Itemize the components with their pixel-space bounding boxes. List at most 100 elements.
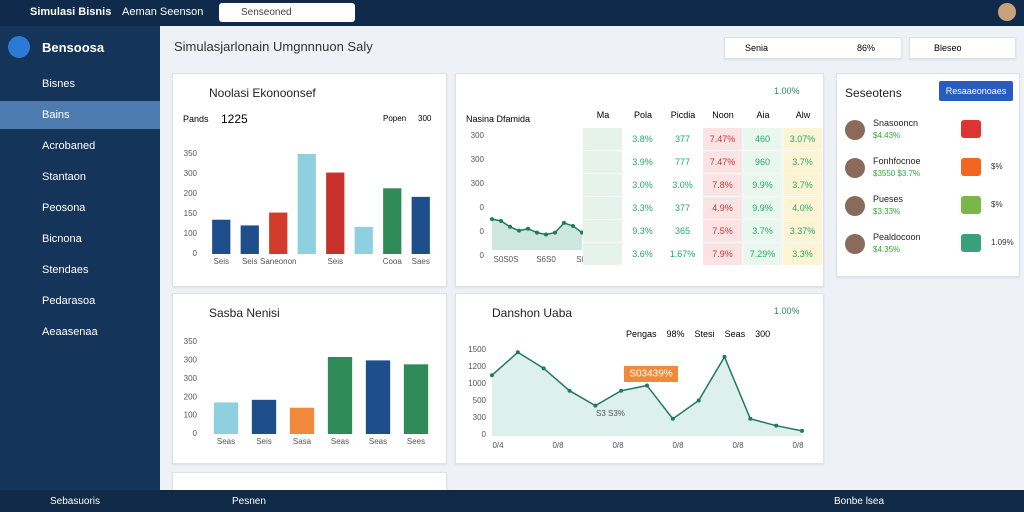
item-sub: $4.35%: [873, 245, 901, 254]
cell: 3.7%: [743, 220, 782, 242]
legend: Popen: [383, 114, 407, 123]
dropdown[interactable]: Bleseo: [909, 37, 1016, 59]
sidebar: Bensoosa Bisnes Bains Acrobaned Stantaon Peo…: [0, 26, 160, 490]
taskbar-app[interactable]: Pesnen: [232, 496, 266, 507]
legend-item: Pengas: [626, 329, 657, 339]
annotation-box: [624, 366, 678, 382]
item-name[interactable]: Fonhfocnoe: [873, 156, 921, 166]
bar: [327, 356, 353, 434]
x-label: S6S0: [536, 255, 556, 264]
item-name[interactable]: Pueses: [873, 194, 904, 204]
cell: 3.3%: [623, 197, 662, 219]
search-box[interactable]: Senseoned: [219, 3, 355, 22]
cell: 365: [663, 220, 702, 242]
x-label: S0S0S: [494, 255, 519, 264]
column-header: Noon: [712, 110, 734, 120]
cell: 1.67%: [663, 243, 702, 265]
bar: [289, 407, 315, 434]
bar: [212, 219, 231, 254]
item-icon: [961, 234, 981, 252]
x-label: Seis: [213, 257, 229, 266]
line-chart: 1500 1200 1000 500 300 0 0/4 0/8 0/8 0/8 0/8 0/8 S03…: [468, 345, 804, 450]
cell: [583, 197, 622, 219]
avatar: [845, 158, 865, 178]
y-label: 0: [480, 203, 485, 212]
menu-item[interactable]: Aeaasenaa: [42, 326, 98, 338]
area: [492, 352, 802, 436]
item-icon: [961, 120, 981, 138]
cell: 3.6%: [623, 243, 662, 265]
y-label: 500: [473, 396, 487, 405]
menu-item[interactable]: Acrobaned: [42, 140, 96, 152]
bar: [365, 360, 391, 434]
menu-item[interactable]: Stantaon: [42, 171, 87, 183]
point: [571, 224, 575, 229]
button[interactable]: Resaaeonoaes: [939, 81, 1013, 101]
menu-item[interactable]: Bicnona: [42, 233, 82, 245]
point: [515, 350, 520, 355]
card-title: Nasina Dfamida: [466, 114, 531, 124]
menu-item[interactable]: Bains: [0, 101, 160, 129]
cell: 777: [663, 151, 702, 173]
x-label: S0S0: [576, 255, 586, 264]
menu-item[interactable]: Pedarasoa: [42, 295, 96, 307]
bar: [326, 172, 345, 254]
y-label: 300: [471, 179, 485, 188]
control: 86%: [857, 43, 876, 53]
x-label: 0/8: [792, 441, 804, 450]
point: [748, 416, 753, 421]
item-name[interactable]: Snasooncn: [873, 118, 919, 128]
y-label: 0: [193, 249, 198, 258]
point: [517, 228, 521, 233]
x-label: Seas: [217, 437, 235, 446]
item-icon: [961, 196, 981, 214]
card-title: Sasba Nenisi: [209, 306, 280, 320]
y-label: 100: [184, 411, 198, 420]
stat-value: 1225: [221, 112, 248, 126]
legend-item: Seas: [724, 329, 746, 339]
cell: [583, 220, 622, 242]
cell: [583, 151, 622, 173]
cell: 377: [663, 197, 702, 219]
x-label: Seas: [369, 437, 387, 446]
legend-item: Stesi: [694, 329, 715, 339]
point: [526, 226, 530, 231]
line-chart: 300 300 300 0 0 0 S0S0S S6S0 S0S0: [471, 131, 586, 264]
brand: Bensoosa: [42, 40, 105, 55]
item-name[interactable]: Pealdocoon: [873, 232, 921, 242]
top-bar: Simulasi Bisnis Aeman Seenson Senseoned: [0, 0, 1024, 26]
taskbar-search[interactable]: Sebasuoris: [50, 496, 101, 507]
bar: [213, 402, 239, 434]
menu-item[interactable]: Peosona: [42, 202, 86, 214]
y-label: 1500: [468, 345, 486, 354]
menu[interactable]: Aeman Seenson: [122, 6, 204, 18]
y-label: 300: [184, 169, 198, 178]
y-label: 200: [184, 392, 198, 401]
card: Noolasi Ekonoonsef Pands 1225 Popen 300 …: [172, 73, 447, 287]
avatar[interactable]: [998, 3, 1016, 21]
point: [696, 398, 701, 403]
controls[interactable]: Senia 86%: [724, 37, 902, 59]
column-header: Ma: [596, 110, 610, 120]
cell: 4.0%: [783, 197, 822, 219]
dropdown-text: Bleseo: [934, 43, 962, 53]
x-label: Seis: [256, 437, 272, 446]
annotation: S03439%: [629, 369, 672, 380]
column-header: Pola: [633, 110, 652, 120]
cell: 460: [743, 128, 782, 150]
menu-item[interactable]: Bisnes: [42, 78, 76, 90]
x-label: 0/8: [612, 441, 624, 450]
menu-item[interactable]: Stendaes: [42, 264, 89, 276]
y-label: 150: [184, 209, 198, 218]
x-label: Saes: [412, 257, 430, 266]
stat-label: Pands: [183, 114, 209, 124]
panel-title: Seseotens: [845, 86, 902, 100]
cell: 7.29%: [743, 243, 782, 265]
y-label: 0: [480, 251, 485, 260]
y-label: 0: [193, 429, 198, 438]
bar: [403, 364, 429, 434]
y-label: 0: [480, 227, 485, 236]
x-label: 0/8: [672, 441, 684, 450]
